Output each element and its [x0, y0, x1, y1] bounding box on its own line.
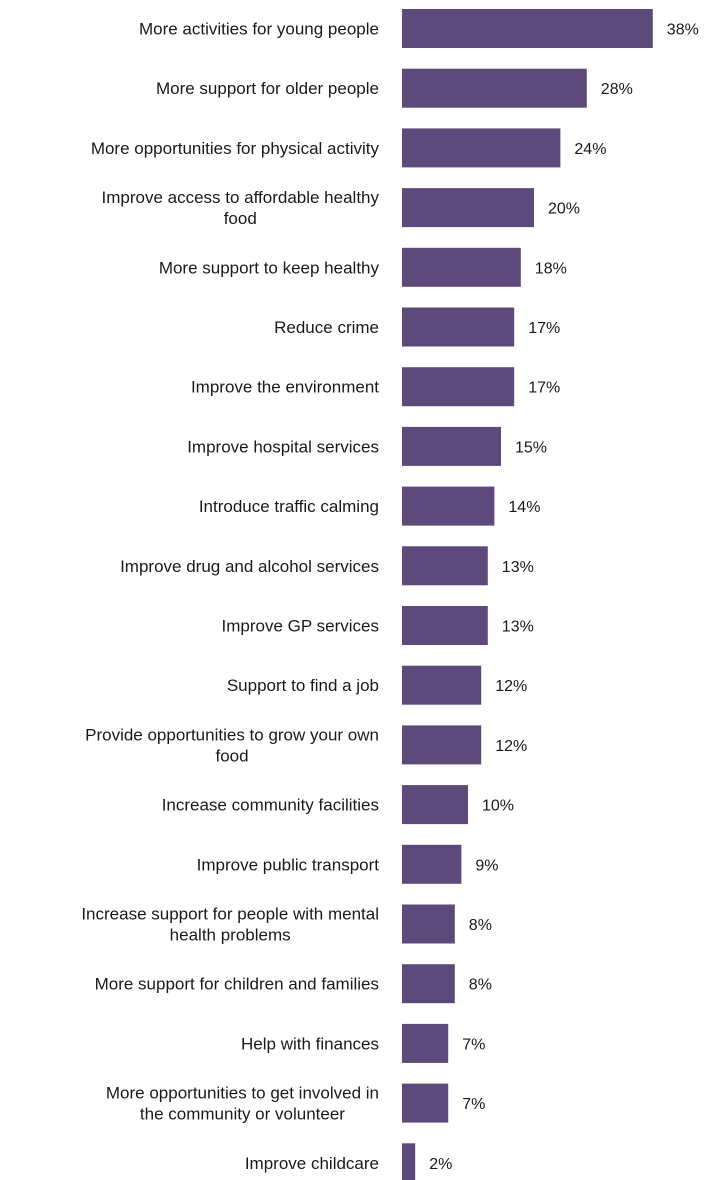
category-label-line: Improve hospital services [187, 437, 379, 456]
value-label: 12% [495, 678, 527, 695]
value-label: 15% [515, 439, 547, 456]
value-label: 38% [667, 22, 699, 39]
bar [402, 546, 488, 586]
category-label: Increase support for people with mental h… [81, 905, 379, 945]
category-label: More support for older people [156, 79, 379, 98]
value-label: 8% [469, 917, 492, 934]
category-label-line: More support for children and families [95, 975, 379, 994]
category-label-line: Help with finances [241, 1034, 379, 1053]
bar [402, 68, 587, 108]
category-label-line: Introduce traffic calming [199, 497, 379, 516]
value-label: 28% [601, 81, 633, 98]
bar [402, 785, 468, 825]
category-label: More opportunities to get involved in the… [106, 1084, 379, 1124]
bar [402, 426, 501, 466]
value-label: 20% [548, 201, 580, 218]
category-label-line: Reduce crime [274, 318, 379, 337]
bar [402, 606, 488, 645]
category-label: Provide opportunities to grow your own fo… [85, 725, 379, 765]
category-label-line: Support to find a job [227, 676, 379, 695]
category-label-line: Improve drug and alcohol services [120, 557, 379, 576]
bar [402, 486, 495, 526]
bar [402, 904, 455, 944]
category-label-line: health problems [170, 926, 291, 945]
value-label: 8% [469, 977, 492, 994]
category-label: Improve access to affordable healthy food [101, 188, 379, 228]
category-label-line: Improve the environment [191, 378, 379, 397]
value-label: 17% [528, 380, 560, 397]
bar [402, 367, 515, 407]
bar [402, 128, 561, 168]
bar [402, 964, 455, 1004]
category-label: Improve drug and alcohol services [120, 557, 379, 576]
bar [402, 1023, 449, 1063]
category-label: Improve public transport [197, 855, 380, 874]
bar [402, 725, 482, 765]
category-label-line: Improve GP services [222, 617, 379, 636]
category-label-line: the community or volunteer [140, 1105, 345, 1124]
value-label: 9% [475, 857, 498, 874]
category-label: Reduce crime [274, 318, 379, 337]
bar [402, 247, 521, 287]
bar [402, 188, 534, 228]
value-label: 10% [482, 798, 514, 815]
value-label: 13% [502, 559, 534, 576]
category-label: Support to find a job [227, 676, 379, 695]
value-label: 24% [574, 141, 606, 158]
category-label-line: More opportunities to get involved in [106, 1084, 379, 1103]
category-label: More support to keep healthy [159, 258, 380, 277]
value-label: 7% [462, 1036, 485, 1053]
category-label: Improve GP services [222, 617, 379, 636]
category-label-line: Improve access to affordable healthy [101, 188, 379, 207]
category-label: More opportunities for physical activity [91, 139, 380, 158]
category-label: Improve the environment [191, 378, 379, 397]
bar [402, 1083, 449, 1123]
value-label: 12% [495, 738, 527, 755]
category-label: More activities for young people [139, 20, 379, 39]
category-label-line: Increase community facilities [162, 796, 379, 815]
category-label: Increase community facilities [162, 796, 379, 815]
category-label-line: More activities for young people [139, 20, 379, 39]
category-label: Improve hospital services [187, 437, 379, 456]
bar [402, 665, 482, 705]
category-labels-group: More activities for young people More sup… [81, 20, 379, 1173]
value-label: 17% [528, 320, 560, 337]
category-label: Introduce traffic calming [199, 497, 379, 516]
bar [402, 844, 462, 884]
category-label: More support for children and families [95, 975, 379, 994]
bar [402, 1143, 416, 1180]
category-label-line: food [224, 209, 257, 228]
value-labels-group: 38% 28% 24% 20% 18% 17% 17% 15% 14% 13% 13% 12% 12% 1… [429, 22, 699, 1173]
value-label: 18% [535, 260, 567, 277]
bar [402, 307, 515, 347]
category-label-line: Provide opportunities to grow your own [85, 725, 379, 744]
value-label: 13% [502, 619, 534, 636]
bars-group [402, 9, 653, 1180]
category-label-line: More support for older people [156, 79, 379, 98]
category-label: Improve childcare [245, 1154, 379, 1173]
category-label-line: Improve public transport [197, 855, 380, 874]
value-label: 2% [429, 1156, 452, 1173]
category-label-line: food [216, 746, 249, 765]
category-label-line: Increase support for people with mental [81, 905, 379, 924]
value-label: 7% [462, 1096, 485, 1113]
value-label: 14% [508, 499, 540, 516]
category-label-line: More opportunities for physical activity [91, 139, 380, 158]
bar [402, 9, 653, 48]
category-label-line: Improve childcare [245, 1154, 379, 1173]
category-label-line: More support to keep healthy [159, 258, 380, 277]
category-label: Help with finances [241, 1034, 379, 1053]
